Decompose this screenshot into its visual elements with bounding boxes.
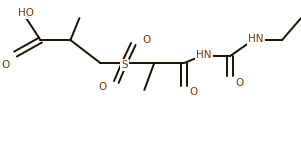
Text: HO: HO	[17, 8, 33, 18]
Text: O: O	[189, 87, 197, 97]
Text: O: O	[98, 82, 106, 92]
Text: O: O	[1, 60, 10, 70]
Text: O: O	[142, 35, 150, 45]
Text: O: O	[235, 78, 244, 88]
Text: HN: HN	[197, 50, 212, 60]
Text: S: S	[121, 60, 128, 70]
Text: HN: HN	[248, 34, 264, 44]
